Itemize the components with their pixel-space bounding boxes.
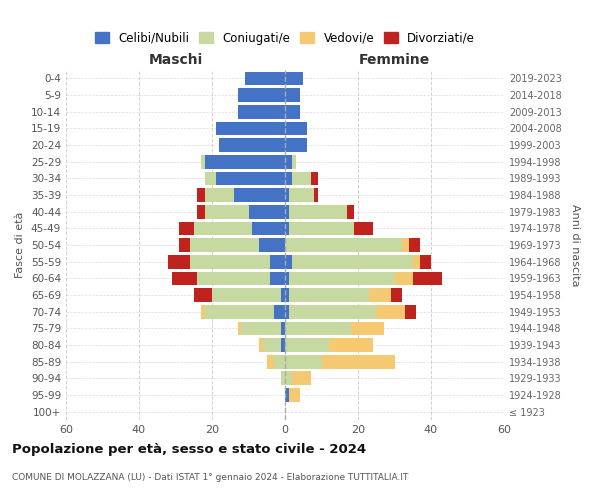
Bar — [194, 288, 212, 302]
Bar — [263, 338, 281, 352]
Bar — [376, 305, 406, 318]
Bar — [212, 288, 281, 302]
Bar — [271, 272, 285, 285]
Bar — [289, 272, 395, 285]
Bar — [311, 172, 318, 185]
Bar — [285, 388, 289, 402]
Bar — [285, 222, 289, 235]
Bar — [292, 372, 311, 385]
Bar — [241, 322, 281, 335]
Bar — [285, 155, 292, 168]
Bar — [274, 305, 285, 318]
Bar — [238, 88, 285, 102]
Bar — [281, 338, 285, 352]
Bar — [205, 305, 274, 318]
Bar — [355, 222, 373, 235]
Bar — [285, 122, 307, 135]
Bar — [259, 338, 263, 352]
Bar — [234, 188, 285, 202]
Bar — [285, 205, 289, 218]
Bar — [285, 105, 299, 118]
Bar — [292, 255, 413, 268]
Text: Femmine: Femmine — [359, 52, 430, 66]
Bar — [285, 138, 307, 152]
Bar — [197, 188, 205, 202]
Bar — [215, 122, 285, 135]
Bar — [322, 355, 395, 368]
Bar — [285, 288, 289, 302]
Bar — [205, 155, 285, 168]
Y-axis label: Anni di nascita: Anni di nascita — [570, 204, 580, 286]
Bar — [285, 322, 350, 335]
Bar — [267, 355, 274, 368]
Bar — [285, 172, 292, 185]
Bar — [289, 222, 355, 235]
Bar — [329, 338, 373, 352]
Bar — [420, 255, 431, 268]
Bar — [281, 322, 285, 335]
Y-axis label: Fasce di età: Fasce di età — [16, 212, 25, 278]
Bar — [259, 238, 285, 252]
Bar — [201, 155, 205, 168]
Bar — [285, 88, 299, 102]
Bar — [248, 205, 285, 218]
Bar — [395, 272, 413, 285]
Text: Maschi: Maschi — [148, 52, 203, 66]
Bar — [369, 288, 391, 302]
Bar — [238, 322, 241, 335]
Bar — [245, 72, 285, 85]
Bar — [215, 172, 285, 185]
Legend: Celibi/Nubili, Coniugati/e, Vedovi/e, Divorziati/e: Celibi/Nubili, Coniugati/e, Vedovi/e, Di… — [90, 27, 480, 50]
Bar — [190, 238, 259, 252]
Bar — [190, 255, 271, 268]
Bar — [179, 222, 194, 235]
Bar — [285, 188, 289, 202]
Bar — [281, 372, 285, 385]
Bar — [289, 388, 299, 402]
Bar — [413, 272, 442, 285]
Bar — [402, 238, 409, 252]
Bar — [197, 272, 271, 285]
Text: COMUNE DI MOLAZZANA (LU) - Dati ISTAT 1° gennaio 2024 - Elaborazione TUTTITALIA.: COMUNE DI MOLAZZANA (LU) - Dati ISTAT 1°… — [12, 472, 409, 482]
Bar — [201, 305, 205, 318]
Bar — [179, 238, 190, 252]
Bar — [409, 238, 420, 252]
Bar — [205, 205, 248, 218]
Bar — [292, 155, 296, 168]
Bar — [285, 72, 303, 85]
Bar — [413, 255, 420, 268]
Bar — [289, 288, 369, 302]
Bar — [289, 188, 314, 202]
Bar — [238, 105, 285, 118]
Bar — [172, 272, 197, 285]
Bar — [220, 138, 285, 152]
Bar — [285, 238, 402, 252]
Bar — [285, 255, 292, 268]
Bar — [347, 205, 355, 218]
Bar — [281, 288, 285, 302]
Bar — [168, 255, 190, 268]
Bar — [285, 338, 329, 352]
Bar — [194, 222, 252, 235]
Bar — [274, 355, 285, 368]
Bar — [285, 372, 292, 385]
Bar — [289, 305, 376, 318]
Bar — [197, 205, 205, 218]
Bar — [391, 288, 402, 302]
Bar — [205, 188, 234, 202]
Bar — [205, 172, 215, 185]
Bar — [350, 322, 383, 335]
Bar — [271, 255, 285, 268]
Bar — [285, 272, 289, 285]
Bar — [292, 172, 311, 185]
Text: Popolazione per età, sesso e stato civile - 2024: Popolazione per età, sesso e stato civil… — [12, 442, 366, 456]
Bar — [252, 222, 285, 235]
Bar — [289, 205, 347, 218]
Bar — [285, 355, 322, 368]
Bar — [285, 305, 289, 318]
Bar — [314, 188, 318, 202]
Bar — [406, 305, 416, 318]
